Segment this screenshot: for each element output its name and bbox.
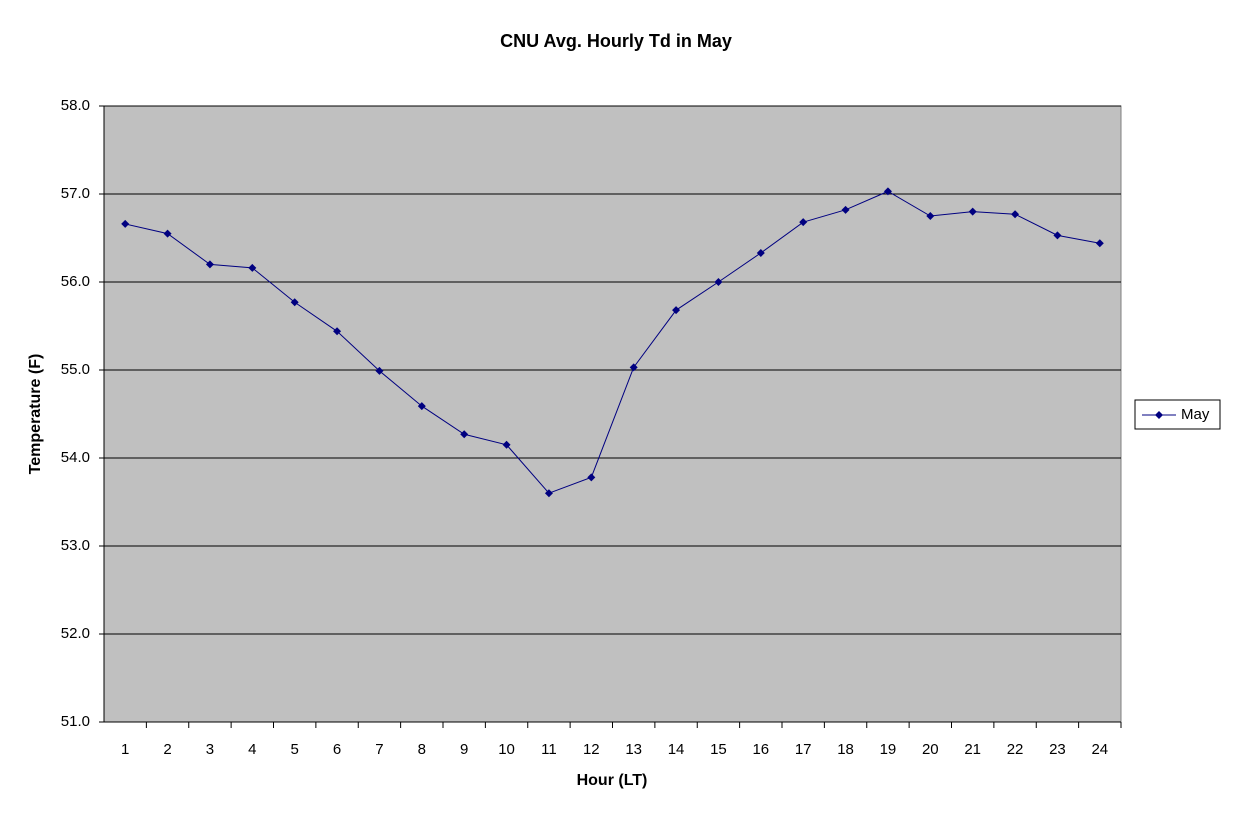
- x-tick-label: 6: [333, 741, 341, 758]
- x-tick-label: 1: [121, 741, 129, 758]
- x-tick-label: 16: [752, 741, 769, 758]
- x-tick-label: 13: [625, 741, 642, 758]
- x-axis-label: Hour (LT): [577, 772, 648, 789]
- x-tick-label: 19: [880, 741, 897, 758]
- data-point: [1095, 239, 1104, 248]
- y-tick-label: 55.0: [61, 361, 90, 378]
- y-tick-label: 58.0: [61, 97, 90, 114]
- x-tick-label: 4: [248, 741, 256, 758]
- x-tick-label: 22: [1007, 741, 1024, 758]
- data-point: [714, 278, 723, 286]
- x-tick-label: 7: [375, 741, 383, 758]
- data-point: [587, 473, 596, 482]
- data-point: [799, 218, 808, 227]
- x-tick-label: 17: [795, 741, 812, 758]
- data-point: [290, 298, 299, 307]
- legend-marker: [1155, 411, 1163, 419]
- data-point: [968, 207, 977, 216]
- data-point: [841, 205, 850, 214]
- y-tick-label: 56.0: [61, 273, 90, 290]
- data-point: [672, 306, 681, 315]
- legend-label: May: [1181, 406, 1210, 423]
- data-point: [502, 440, 511, 449]
- series-line: [125, 190, 1100, 494]
- x-tick-label: 15: [710, 741, 727, 758]
- data-point: [121, 219, 130, 228]
- data-point: [1053, 231, 1062, 240]
- y-axis-label: Temperature (F): [27, 354, 44, 475]
- data-point: [883, 187, 892, 196]
- y-tick-label: 51.0: [61, 713, 90, 730]
- x-tick-label: 23: [1049, 741, 1066, 758]
- y-tick-label: 57.0: [61, 185, 90, 202]
- data-point: [417, 402, 426, 411]
- x-tick-label: 2: [163, 741, 171, 758]
- x-tick-label: 9: [460, 741, 468, 758]
- x-tick-label: 24: [1091, 741, 1108, 758]
- data-point: [1011, 210, 1020, 219]
- y-tick-label: 53.0: [61, 537, 90, 554]
- x-tick-label: 8: [418, 741, 426, 758]
- x-tick-label: 5: [291, 741, 299, 758]
- data-point: [163, 229, 172, 238]
- chart-title: CNU Avg. Hourly Td in May: [500, 31, 732, 51]
- data-point: [333, 327, 342, 336]
- data-point: [756, 248, 765, 257]
- data-point: [205, 260, 214, 269]
- data-point: [375, 366, 384, 375]
- x-tick-label: 12: [583, 741, 600, 758]
- x-tick-label: 10: [498, 741, 515, 758]
- data-point: [544, 489, 553, 498]
- data-point: [629, 363, 638, 372]
- plot-area: [103, 105, 1122, 723]
- x-tick-label: 14: [668, 741, 685, 758]
- y-tick-label: 54.0: [61, 449, 90, 466]
- x-tick-label: 21: [964, 741, 981, 758]
- x-tick-label: 20: [922, 741, 939, 758]
- x-tick-label: 3: [206, 741, 214, 758]
- data-point: [248, 263, 257, 272]
- data-point: [926, 212, 935, 220]
- x-tick-label: 18: [837, 741, 854, 758]
- data-point: [460, 430, 469, 439]
- y-tick-label: 52.0: [61, 625, 90, 642]
- x-tick-label: 11: [541, 741, 557, 758]
